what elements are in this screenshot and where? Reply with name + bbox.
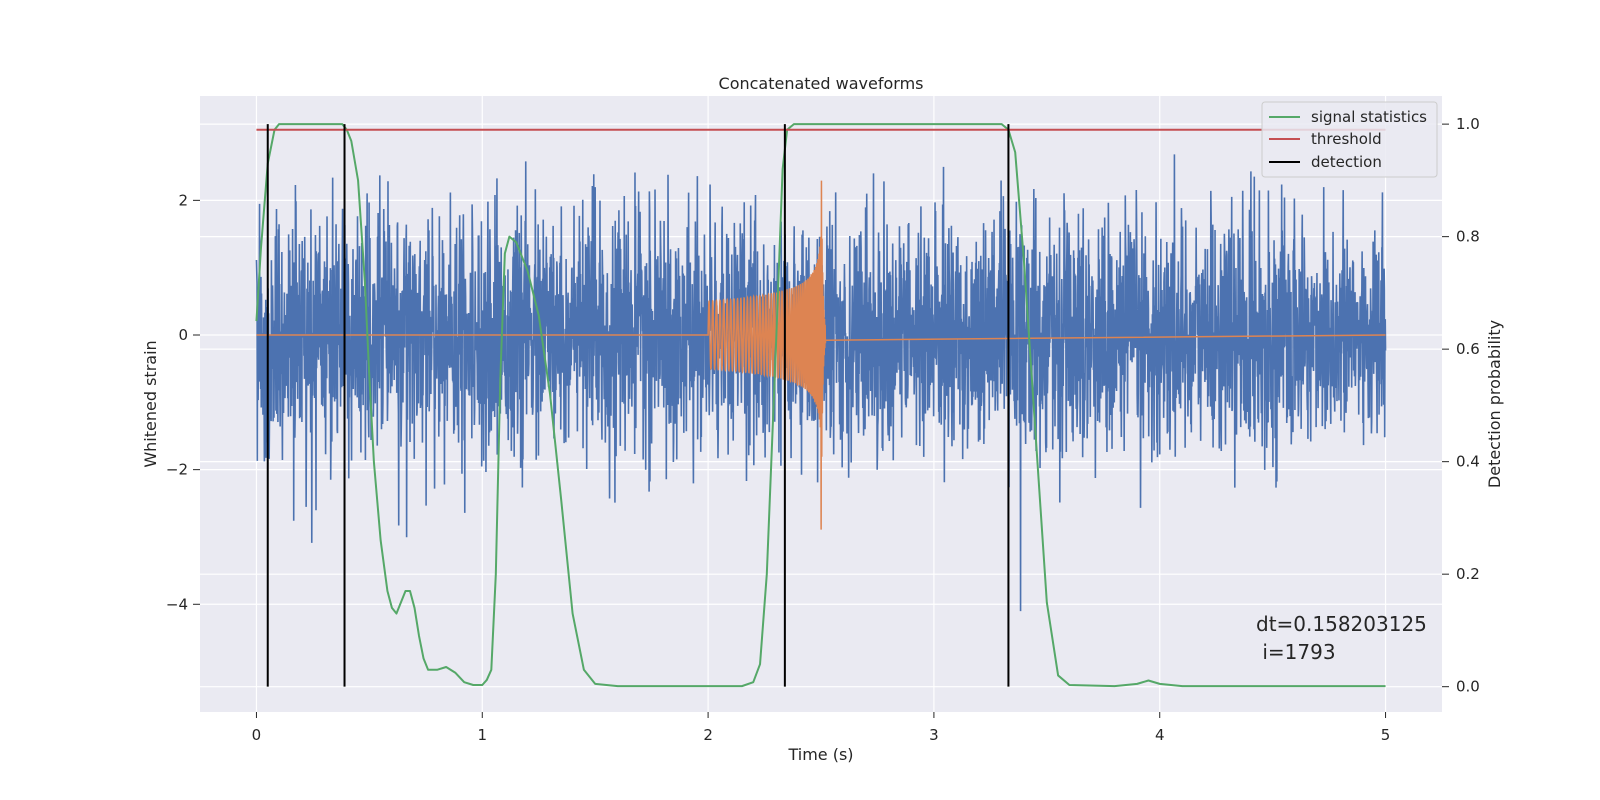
chart-title: Concatenated waveforms: [719, 74, 924, 93]
x-tick-label: 0: [252, 726, 262, 744]
y-right-tick-label: 0.0: [1456, 678, 1480, 696]
x-axis-label: Time (s): [787, 745, 853, 764]
legend-label-threshold: threshold: [1311, 130, 1382, 148]
legend-box: [1261, 101, 1438, 178]
legend-label-signal-statistics: signal statistics: [1311, 108, 1427, 126]
y-right-tick-label: 0.6: [1456, 340, 1480, 358]
x-tick-label: 4: [1155, 726, 1165, 744]
x-tick-label: 1: [477, 726, 487, 744]
x-tick-label: 5: [1381, 726, 1391, 744]
legend-label-detection: detection: [1311, 153, 1382, 171]
y-tick-label: −2: [166, 461, 188, 479]
y-tick-label: 2: [178, 191, 188, 209]
y-right-tick-label: 1.0: [1456, 115, 1480, 133]
x-tick-label: 2: [703, 726, 713, 744]
y-right-tick-label: 0.2: [1456, 565, 1480, 583]
signal-statistics-line: [255, 123, 1386, 688]
ticks: 0 1 2 3 4 5 −4 −2 0 2 0.0 0.2 0.4 0.6 0.8 1.0: [166, 115, 1480, 744]
injected-signal-trace: [256, 180, 1386, 530]
y-right-tick-label: 0.8: [1456, 228, 1480, 246]
y-right-tick-label: 0.4: [1456, 453, 1480, 471]
x-tick-label: 3: [929, 726, 939, 744]
plot-series: [255, 123, 1387, 688]
annotation-i: i=1793: [1256, 640, 1336, 664]
annotation-dt: dt=0.158203125: [1256, 612, 1427, 636]
y-axis-right-label: Detection probability: [1485, 320, 1504, 488]
y-tick-label: 0: [178, 326, 188, 344]
y-axis-label: Whitened strain: [141, 340, 160, 467]
legend: signal statistics threshold detection: [1261, 101, 1438, 178]
y-tick-label: −4: [166, 595, 188, 613]
